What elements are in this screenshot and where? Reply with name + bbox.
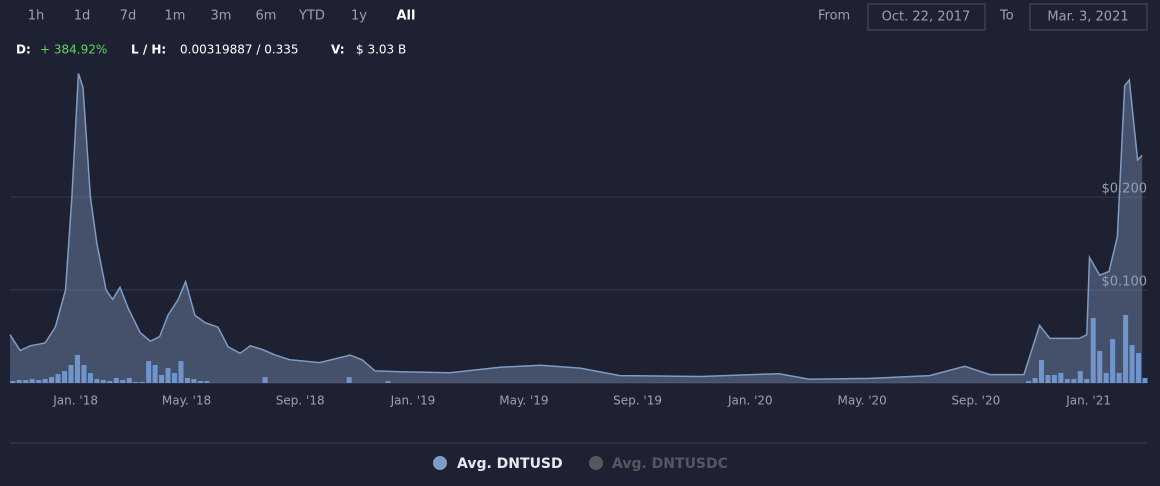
x-tick-label: Jan. '19 [390,394,436,408]
x-tick-label: Jan. '21 [1065,394,1111,408]
y-tick-label: $0.200 [1102,182,1148,197]
volume-bar [107,381,113,383]
range-button[interactable]: All [397,9,416,24]
volume-bar [133,382,139,383]
volume-bar [1090,318,1096,383]
range-button[interactable]: 1d [74,9,91,24]
x-tick-label: Jan. '18 [52,394,98,408]
range-button[interactable]: 7d [120,9,137,24]
volume-bar [178,361,184,383]
range-button[interactable]: YTD [298,9,325,24]
x-tick-label: Sep. '19 [613,394,662,408]
volume-bar [1077,371,1083,383]
to-input[interactable] [1029,3,1148,31]
x-tick-label: May. '20 [838,394,887,408]
volume-bar [1116,373,1122,383]
volume-bar [191,379,197,383]
from-input[interactable] [867,3,986,31]
volume-bar [385,381,391,383]
volume-bar [36,380,42,383]
range-button[interactable]: 1y [351,9,367,24]
volume-bar [29,379,35,383]
stat-change: + 384.92% [40,43,107,57]
volume-bar [16,380,22,383]
volume-bar [1136,353,1142,383]
from-label: From [818,9,850,24]
volume-bar [172,373,178,383]
volume-bar [1097,351,1103,383]
volume-bar [1064,379,1070,383]
volume-bar [1123,315,1129,383]
volume-bar [146,361,152,383]
range-button[interactable]: 1h [28,9,45,24]
volume-bar [10,381,16,383]
volume-bar [197,381,203,383]
legend-marker[interactable] [589,456,603,470]
volume-bar [1084,379,1090,383]
volume-bar [126,378,132,383]
to-date[interactable]: Mar. 3, 2021 [1047,10,1128,25]
volume-bar [42,379,48,383]
price-line [9,73,1143,381]
x-tick-label: Sep. '18 [276,394,325,408]
volume-bar [1038,360,1044,383]
volume-bar [49,377,55,383]
stat-label: D: [16,43,31,57]
volume-bar [74,355,80,383]
volume-bar [165,368,171,383]
to-label: To [999,9,1014,24]
stat-label: L / H: [131,43,166,57]
range-button[interactable]: 1m [165,9,186,24]
volume-bar [1103,373,1109,383]
volume-bar [346,377,352,383]
stat-label: V: [331,43,345,57]
volume-bar [23,380,29,383]
volume-bar [1045,375,1051,383]
range-button[interactable]: 6m [256,9,277,24]
volume-bar [139,382,145,383]
from-date[interactable]: Oct. 22, 2017 [882,10,971,25]
x-tick-label: Sep. '20 [951,394,1000,408]
volume-bar [159,375,165,383]
volume-bar [94,379,100,383]
volume-bar [81,365,87,383]
x-tick-label: Jan. '20 [727,394,773,408]
legend-label[interactable]: Avg. DNTUSD [457,456,563,472]
legend-label[interactable]: Avg. DNTUSDC [612,456,728,472]
volume-bar [62,371,68,383]
legend-marker[interactable] [433,456,447,470]
volume-bar [1071,379,1077,383]
volume-bar [1032,378,1038,383]
stat-low-high: 0.00319887 / 0.335 [180,43,299,57]
volume-bar [68,365,74,383]
x-tick-label: May. '18 [162,394,211,408]
range-button[interactable]: 3m [211,9,232,24]
volume-bar [55,374,61,383]
volume-bar [87,373,93,383]
volume-bar [1110,339,1116,383]
area-fill [10,73,1143,383]
volume-bar [1051,375,1057,383]
x-tick-label: May. '19 [499,394,548,408]
volume-bar [100,380,106,383]
volume-bar [262,377,268,383]
volume-bar [113,378,119,383]
volume-bar [184,378,190,383]
volume-bar [1026,381,1032,383]
volume-bar [1058,373,1064,383]
y-tick-label: $0.100 [1102,275,1148,290]
volume-bar [1142,378,1148,383]
volume-bar [1129,345,1135,383]
volume-bar [204,381,210,383]
stat-volume: $ 3.03 B [356,43,406,57]
volume-bar [120,380,126,383]
volume-bar [152,365,158,383]
